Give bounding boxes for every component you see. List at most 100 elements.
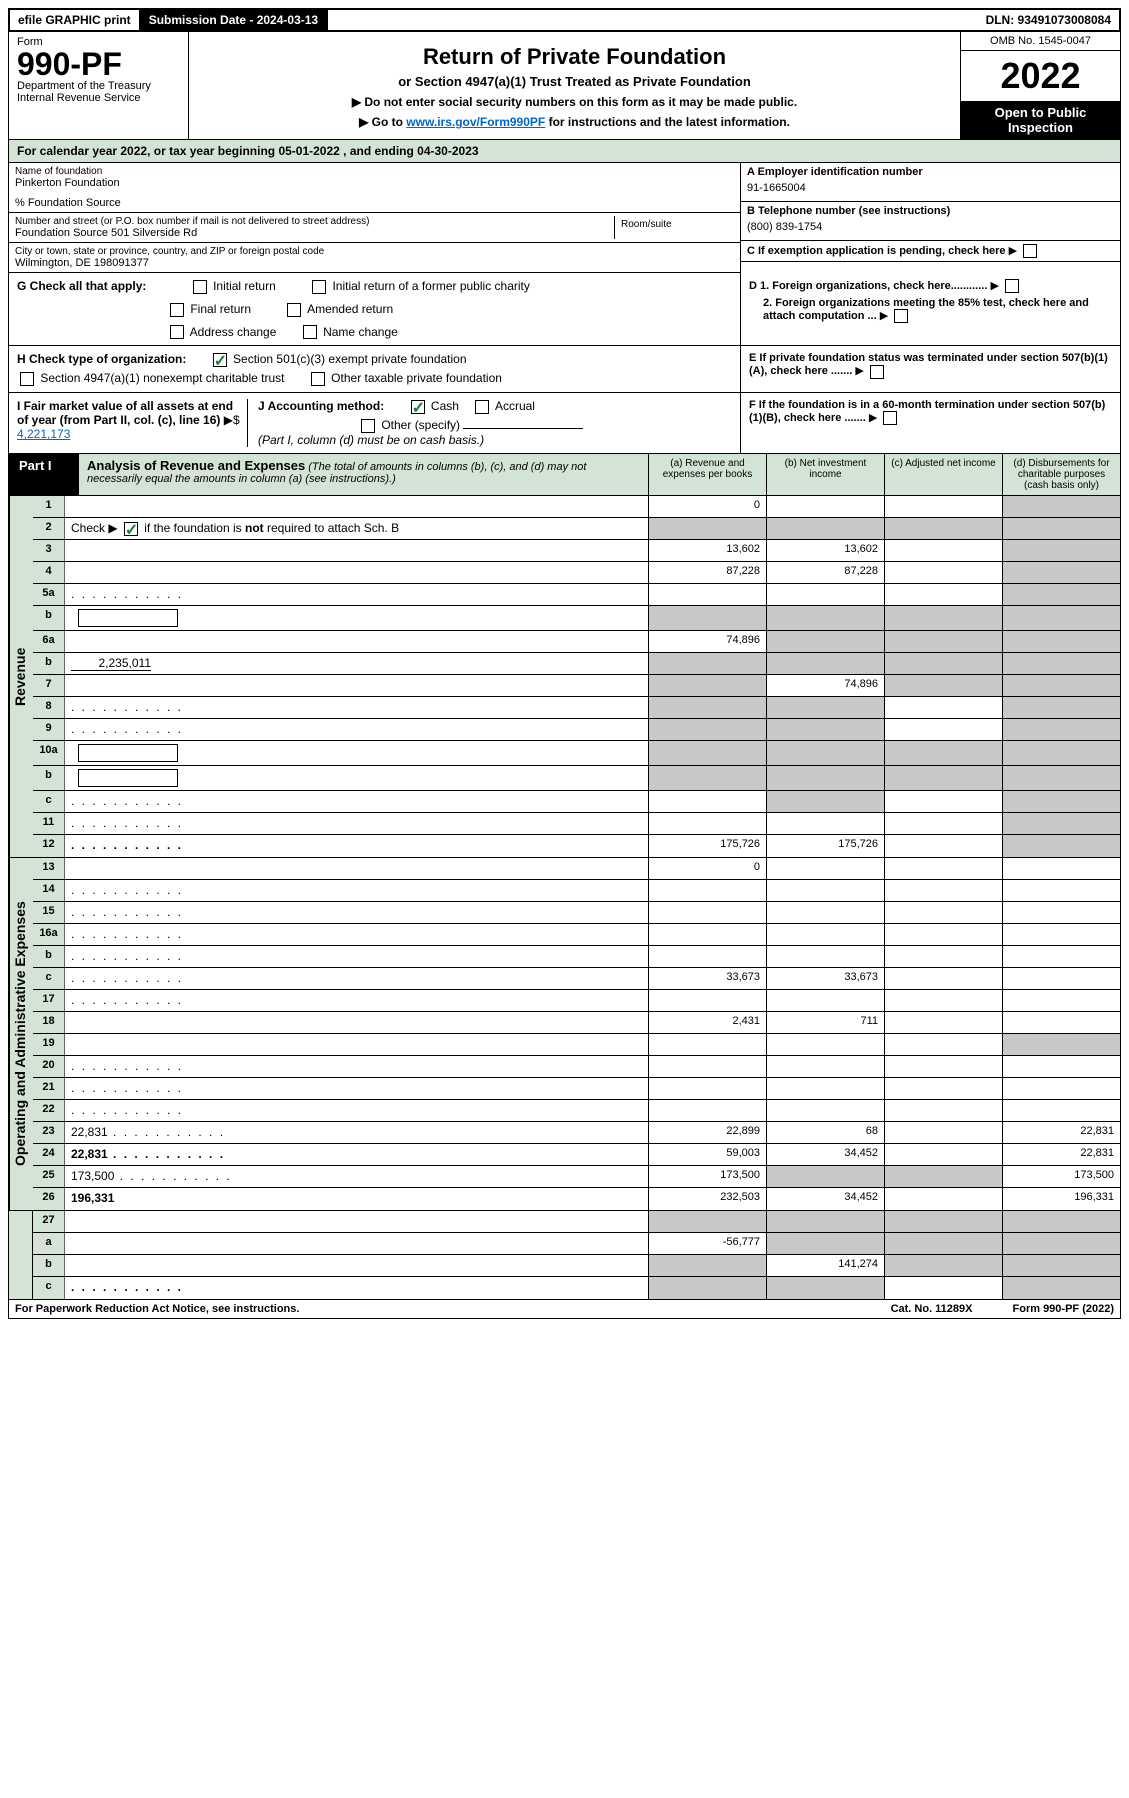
row-description (65, 1255, 648, 1276)
table-row: 2322,83122,8996822,831 (33, 1122, 1120, 1144)
row-value-d (1002, 653, 1120, 674)
row-number: 2 (33, 518, 65, 539)
cash-label: Cash (431, 399, 459, 413)
row-value-b (766, 813, 884, 834)
row-value-d (1002, 835, 1120, 857)
table-row: 22 (33, 1100, 1120, 1122)
row-value-c (884, 1255, 1002, 1276)
row-value-a (648, 924, 766, 945)
g-opt-1: Initial return of a former public charit… (332, 279, 529, 293)
table-row: 9 (33, 719, 1120, 741)
part1-label: Part I (9, 454, 79, 495)
d2-label: 2. Foreign organizations meeting the 85%… (763, 297, 1089, 322)
top-bar: efile GRAPHIC print Submission Date - 20… (8, 8, 1121, 32)
row-description (65, 1034, 648, 1055)
city-cell: City or town, state or province, country… (9, 243, 740, 273)
c-label: C If exemption application is pending, c… (747, 245, 1006, 257)
d2-checkbox[interactable] (894, 309, 908, 323)
row-description (65, 835, 648, 857)
row-value-b: 175,726 (766, 835, 884, 857)
initial-return-checkbox[interactable] (193, 280, 207, 294)
row-value-c (884, 675, 1002, 696)
address-cell: Number and street (or P.O. box number if… (9, 213, 740, 243)
ein-label: A Employer identification number (747, 166, 1114, 178)
row-number: 8 (33, 697, 65, 718)
row-value-c (884, 741, 1002, 765)
501c3-checkbox[interactable] (213, 353, 227, 367)
table-row: 2Check ▶ if the foundation is not requir… (33, 518, 1120, 540)
row-value-a: 59,003 (648, 1144, 766, 1165)
row-number: 23 (33, 1122, 65, 1143)
table-row: b (33, 606, 1120, 631)
g-opt-0: Initial return (213, 279, 276, 293)
4947-checkbox[interactable] (20, 372, 34, 386)
row-value-b (766, 990, 884, 1011)
exemption-cell: C If exemption application is pending, c… (741, 241, 1120, 262)
accrual-checkbox[interactable] (475, 400, 489, 414)
entity-info: Name of foundation Pinkerton Foundation … (8, 163, 1121, 273)
row-value-c (884, 1166, 1002, 1187)
row-value-c (884, 902, 1002, 923)
d1-checkbox[interactable] (1005, 279, 1019, 293)
table-row: 5a (33, 584, 1120, 606)
accrual-label: Accrual (495, 399, 535, 413)
cash-checkbox[interactable] (411, 400, 425, 414)
table-row: c (33, 791, 1120, 813)
table-row: c33,67333,673 (33, 968, 1120, 990)
open-public: Open to Public Inspection (961, 101, 1120, 139)
row-value-a: 87,228 (648, 562, 766, 583)
row-description (65, 968, 648, 989)
row-value-b: 711 (766, 1012, 884, 1033)
phone-label: B Telephone number (see instructions) (747, 205, 1114, 217)
row-value-a: 173,500 (648, 1166, 766, 1187)
form-link[interactable]: www.irs.gov/Form990PF (406, 115, 545, 129)
address-change-checkbox[interactable] (170, 325, 184, 339)
other-taxable-checkbox[interactable] (311, 372, 325, 386)
row-value-a (648, 902, 766, 923)
check-section-h: H Check type of organization: Section 50… (8, 346, 1121, 393)
row-value-b (766, 858, 884, 879)
table-row: b (33, 766, 1120, 791)
row-value-d: 22,831 (1002, 1144, 1120, 1165)
irs-label: Internal Revenue Service (17, 92, 180, 104)
row-description (65, 813, 648, 834)
submission-date: Submission Date - 2024-03-13 (141, 10, 328, 30)
row-value-d (1002, 990, 1120, 1011)
row-number: 11 (33, 813, 65, 834)
row-value-a: 74,896 (648, 631, 766, 652)
row-value-d (1002, 562, 1120, 583)
row-value-a (648, 813, 766, 834)
table-row: 487,22887,228 (33, 562, 1120, 584)
row-description (65, 1078, 648, 1099)
row-number: 1 (33, 496, 65, 517)
row-number: b (33, 766, 65, 790)
row-value-a (648, 719, 766, 740)
table-row: 2422,83159,00334,45222,831 (33, 1144, 1120, 1166)
row-number: 18 (33, 1012, 65, 1033)
amended-checkbox[interactable] (287, 303, 301, 317)
row-value-a: 2,431 (648, 1012, 766, 1033)
row-value-c (884, 518, 1002, 539)
name-change-checkbox[interactable] (303, 325, 317, 339)
other-method-checkbox[interactable] (361, 419, 375, 433)
efile-label[interactable]: efile GRAPHIC print (10, 10, 141, 30)
table-row: b141,274 (33, 1255, 1120, 1277)
row-value-b (766, 653, 884, 674)
c-checkbox[interactable] (1023, 244, 1037, 258)
form-ref: Form 990-PF (2022) (1013, 1303, 1115, 1315)
e-checkbox[interactable] (870, 365, 884, 379)
room-label: Room/suite (614, 216, 734, 239)
revenue-table: Revenue 102Check ▶ if the foundation is … (8, 496, 1121, 858)
f-checkbox[interactable] (883, 411, 897, 425)
row-value-b (766, 697, 884, 718)
dept-treasury: Department of the Treasury (17, 80, 180, 92)
row-description (65, 990, 648, 1011)
row-value-c (884, 1188, 1002, 1210)
fmv-value[interactable]: 4,221,173 (17, 427, 70, 441)
row-value-b (766, 1166, 884, 1187)
final-return-checkbox[interactable] (170, 303, 184, 317)
row-description (65, 1056, 648, 1077)
row-number: 24 (33, 1144, 65, 1165)
initial-public-checkbox[interactable] (312, 280, 326, 294)
row-value-b (766, 496, 884, 517)
